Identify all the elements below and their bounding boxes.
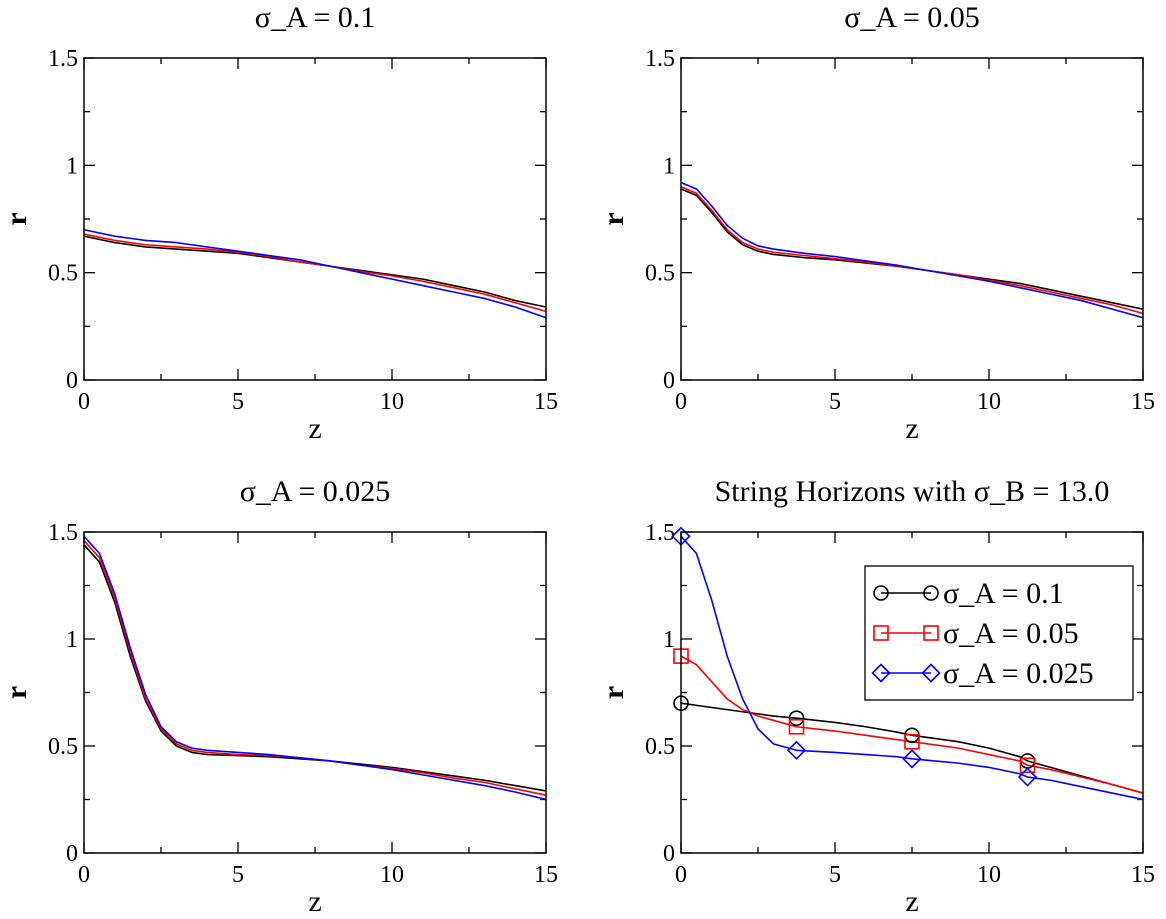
- panel-sigma-a-0-05: 0 5 10 15 0 0.5 1 1.5 σ_A = 0.05 z r: [597, 1, 1155, 445]
- legend-marker-red-start: [873, 625, 889, 641]
- y-tick-label: 0: [66, 841, 78, 867]
- axes-frame: [83, 57, 547, 381]
- y-tick-label: 1: [663, 153, 675, 179]
- y-tick-label: 0: [663, 368, 675, 394]
- x-tick-label: 15: [1131, 389, 1155, 415]
- x-axis-label: z: [905, 412, 918, 445]
- x-tick-label: 10: [380, 389, 404, 415]
- x-tick-label: 10: [977, 389, 1001, 415]
- x-tick-label: 5: [232, 389, 244, 415]
- x-axis-label: z: [308, 412, 321, 445]
- marker-blue-2: [902, 749, 922, 769]
- panel-sigma-a-0-1: 0 5 10 15 0 0.5 1 1.5 σ_A = 0.1 z r: [0, 1, 558, 445]
- y-axis-label: r: [0, 212, 33, 225]
- x-tick-label: 5: [829, 862, 841, 888]
- series-lines: [84, 228, 546, 319]
- legend-marker-blue-end: [921, 663, 941, 683]
- x-tick-label: 0: [78, 389, 90, 415]
- y-tick-label: 1.5: [645, 46, 675, 72]
- chart-title: σ_A = 0.025: [240, 475, 391, 508]
- legend-marker-black-end: [923, 585, 939, 601]
- marker-red-1: [788, 718, 805, 735]
- series-line-black: [681, 188, 1143, 310]
- series-line-red: [681, 186, 1143, 315]
- x-tick-label: 5: [829, 389, 841, 415]
- y-axis-label: r: [597, 686, 630, 699]
- panel-string-horizons: 0 5 10 15 0 0.5 1 1.5 String Horizons with σ_B =…: [597, 475, 1155, 918]
- chart-title: σ_A = 0.05: [844, 1, 980, 34]
- chart-title: String Horizons with σ_B = 13.0: [715, 475, 1110, 508]
- x-axis-label: z: [905, 885, 918, 918]
- x-tick-label: 10: [380, 862, 404, 888]
- chart-title: σ_A = 0.1: [255, 1, 376, 34]
- x-tick-label: 0: [675, 389, 687, 415]
- y-tick-label: 1.5: [48, 46, 78, 72]
- legend-label-black: σ_A = 0.1: [943, 577, 1064, 610]
- y-tick-label: 1: [663, 627, 675, 653]
- series-line-black: [84, 544, 546, 792]
- x-tick-label: 15: [1131, 862, 1155, 888]
- x-axis-label: z: [308, 885, 321, 918]
- y-tick-label: 0.5: [645, 734, 675, 760]
- series-line-blue: [681, 181, 1143, 319]
- x-tick-label: 5: [232, 862, 244, 888]
- legend-marker-blue-start: [871, 663, 891, 683]
- series-line-blue: [84, 228, 546, 319]
- y-tick-label: 1: [66, 153, 78, 179]
- y-axis-label: r: [0, 686, 33, 699]
- y-tick-label: 1.5: [645, 520, 675, 546]
- series-line-red: [681, 655, 1143, 794]
- y-tick-label: 0.5: [48, 261, 78, 287]
- y-tick-label: 0.5: [48, 734, 78, 760]
- series-lines: [681, 181, 1143, 319]
- x-tick-label: 15: [534, 389, 558, 415]
- legend-label-red: σ_A = 0.05: [943, 617, 1079, 650]
- x-tick-label: 15: [534, 862, 558, 888]
- y-axis-label: r: [597, 212, 630, 225]
- marker-blue-1: [786, 740, 807, 760]
- x-tick-label: 10: [977, 862, 1001, 888]
- series-line-blue: [84, 535, 546, 801]
- marker-blue-3: [1017, 767, 1038, 787]
- y-tick-label: 1: [66, 627, 78, 653]
- legend-marker-red-end: [923, 625, 939, 641]
- y-tick-label: 0: [66, 368, 78, 394]
- marker-red-2: [904, 733, 920, 750]
- axes-frame: [83, 531, 547, 854]
- legend: σ_A = 0.1 σ_A = 0.05 σ_A = 0.025: [864, 565, 1134, 701]
- series-lines: [84, 535, 546, 801]
- series-line-red: [84, 540, 546, 797]
- y-tick-label: 0: [663, 841, 675, 867]
- series-line-red: [84, 233, 546, 313]
- legend-marker-black-start: [873, 585, 889, 601]
- panel-sigma-a-0-025: 0 5 10 15 0 0.5 1 1.5 σ_A = 0.025 z r: [0, 475, 558, 918]
- axes-frame: [680, 57, 1144, 381]
- x-tick-label: 0: [675, 862, 687, 888]
- marker-black-1: [788, 710, 805, 726]
- x-tick-label: 0: [78, 862, 90, 888]
- marker-red-3: [1019, 757, 1036, 774]
- series-line-blue: [681, 535, 1143, 801]
- y-tick-label: 0.5: [645, 261, 675, 287]
- legend-label-blue: σ_A = 0.025: [943, 657, 1094, 690]
- y-tick-label: 1.5: [48, 520, 78, 546]
